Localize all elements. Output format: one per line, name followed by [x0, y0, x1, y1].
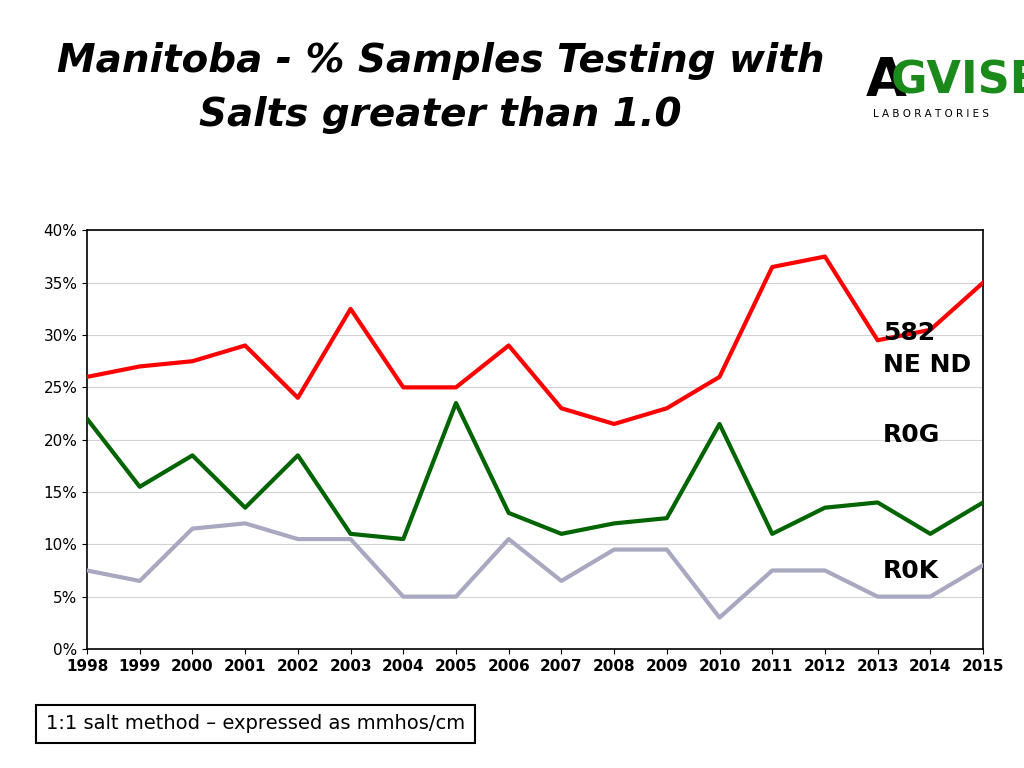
Text: A: A — [865, 55, 906, 107]
Text: Manitoba - % Samples Testing with: Manitoba - % Samples Testing with — [56, 42, 824, 80]
Text: R0G: R0G — [883, 422, 940, 447]
Text: NE ND: NE ND — [883, 353, 971, 376]
Text: 1:1 salt method – expressed as mmhos/cm: 1:1 salt method – expressed as mmhos/cm — [46, 714, 465, 733]
Text: 582: 582 — [883, 321, 935, 346]
Text: R0K: R0K — [883, 559, 939, 583]
Text: GVISE: GVISE — [891, 59, 1024, 102]
Text: L A B O R A T O R I E S: L A B O R A T O R I E S — [873, 108, 989, 119]
Text: Salts greater than 1.0: Salts greater than 1.0 — [199, 96, 682, 134]
